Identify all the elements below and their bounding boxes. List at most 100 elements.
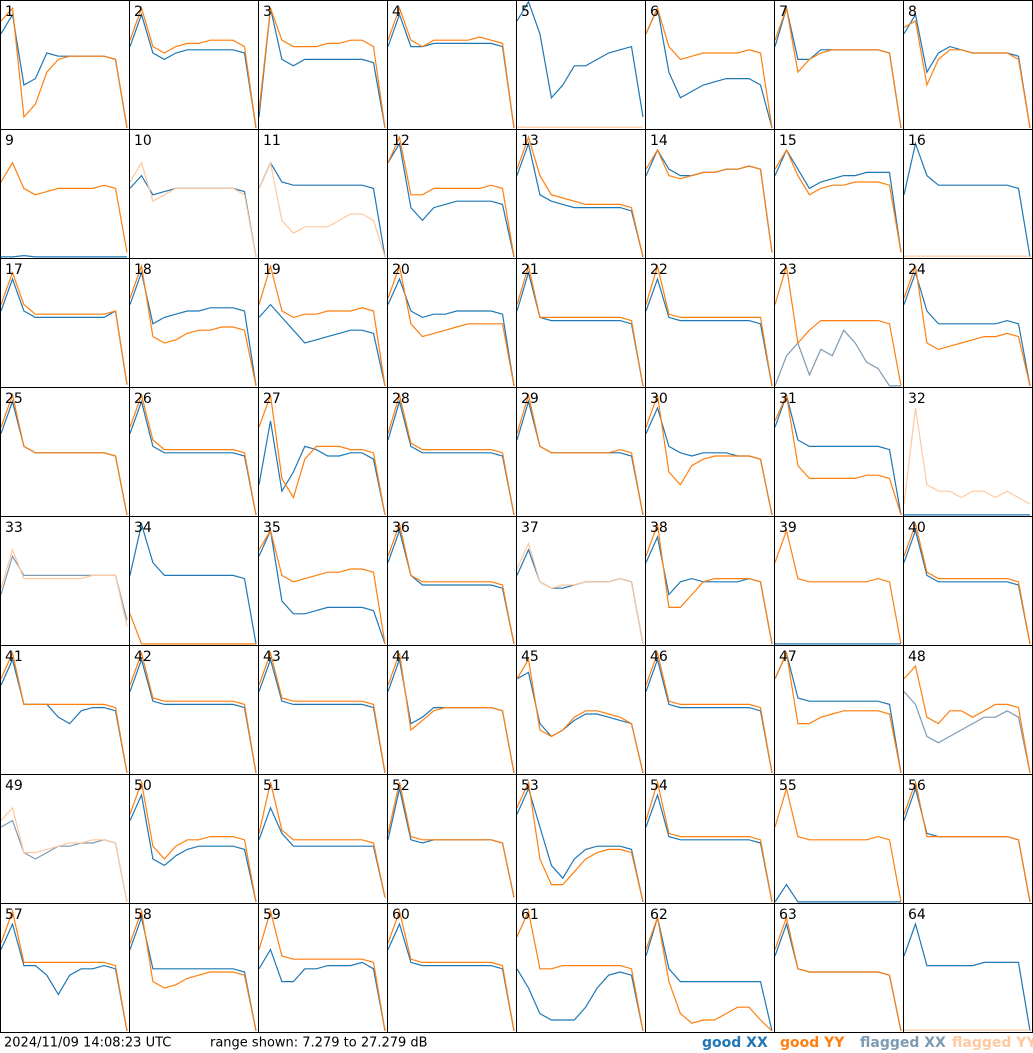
panel-label: 43 xyxy=(263,649,281,665)
panel-label: 40 xyxy=(908,520,926,536)
panel-label: 22 xyxy=(650,262,668,278)
panel-label: 53 xyxy=(521,778,539,794)
panel-label: 48 xyxy=(908,649,926,665)
spectrum-line xyxy=(258,782,386,898)
panel-label: 32 xyxy=(908,391,926,407)
panel-label: 42 xyxy=(134,649,152,665)
spectrum-line xyxy=(516,263,644,387)
spectrum-line xyxy=(645,6,773,129)
spectrum-line xyxy=(774,329,901,387)
spectrum-line xyxy=(258,7,386,128)
spectrum-line xyxy=(129,613,256,645)
panel-label: 38 xyxy=(650,520,668,536)
spectrum-line xyxy=(645,779,773,903)
spectrum-line xyxy=(516,541,644,645)
panel-label: 59 xyxy=(263,907,281,923)
panel-label: 31 xyxy=(779,391,797,407)
spectrum-line xyxy=(129,651,257,773)
spectrum-line xyxy=(903,664,1031,774)
spectrum-line xyxy=(129,915,257,1032)
spectrum-line xyxy=(387,277,515,386)
spectrum-line xyxy=(774,915,902,1032)
panel-label: 34 xyxy=(134,520,152,536)
spectrum-line xyxy=(516,141,644,258)
panel-label: 10 xyxy=(134,133,152,149)
panel-label: 13 xyxy=(521,133,539,149)
spectrum-line xyxy=(0,922,128,1032)
panel-label: 25 xyxy=(5,391,23,407)
panel-label: 15 xyxy=(779,133,797,149)
spectrum-line xyxy=(387,12,515,128)
panel-label: 29 xyxy=(521,391,539,407)
panel-label: 36 xyxy=(392,520,410,536)
panel-label: 27 xyxy=(263,391,281,407)
panel-label: 1 xyxy=(5,4,14,20)
panel-label: 52 xyxy=(392,778,410,794)
spectrum-line xyxy=(0,270,128,385)
spectrum-line xyxy=(516,0,644,118)
spectrum-line xyxy=(0,806,128,903)
spectrum-line xyxy=(0,161,128,253)
spectrum-line xyxy=(0,393,128,516)
spectrum-line xyxy=(903,691,1031,774)
spectrum-line xyxy=(129,779,257,903)
spectrum-line xyxy=(258,948,386,1032)
panel-label: 51 xyxy=(263,778,281,794)
spectrum-line xyxy=(903,20,1031,128)
spectrum-line xyxy=(258,651,386,773)
spectrum-line xyxy=(774,266,902,387)
spectrum-line xyxy=(903,922,1031,1031)
spectrum-line xyxy=(0,6,128,128)
panel-label: 45 xyxy=(521,649,539,665)
panel-label: 39 xyxy=(779,520,797,536)
spectrum-line xyxy=(387,399,515,516)
spectrum-line xyxy=(774,148,902,253)
panel-label: 6 xyxy=(650,4,659,20)
panel-label: 24 xyxy=(908,262,926,278)
spectrum-line xyxy=(258,263,386,386)
spectrum-line xyxy=(387,782,515,898)
panel-label: 30 xyxy=(650,391,668,407)
panel-label: 5 xyxy=(521,4,530,20)
spectrum-line xyxy=(129,657,257,774)
panel-label: 57 xyxy=(5,907,23,923)
panel-label: 50 xyxy=(134,778,152,794)
panel-label: 64 xyxy=(908,907,926,923)
panel-label: 62 xyxy=(650,907,668,923)
spectrum-line xyxy=(645,523,773,645)
spectrum-line xyxy=(903,265,1031,387)
spectrum-line xyxy=(387,6,515,128)
timestamp: 2024/11/09 14:08:23 UTC xyxy=(4,1036,171,1051)
spectrum-line xyxy=(516,392,644,516)
spectrum-line xyxy=(387,141,515,258)
spectrum-line xyxy=(516,968,644,1032)
spectrum-line xyxy=(258,529,386,644)
spectrum-line xyxy=(387,392,515,516)
panel-label: 56 xyxy=(908,778,926,794)
spectrum-line xyxy=(258,420,386,516)
spectrum-line xyxy=(258,161,386,257)
panel-label: 20 xyxy=(392,262,410,278)
spectrum-line xyxy=(774,5,902,128)
panel-label: 11 xyxy=(263,133,281,149)
panel-label: 63 xyxy=(779,907,797,923)
spectrum-line xyxy=(645,263,773,386)
spectrum-line xyxy=(774,651,902,774)
spectrum-line xyxy=(903,407,1031,505)
spectrum-line xyxy=(129,792,257,903)
spectrum-line xyxy=(0,909,128,1032)
panel-label: 33 xyxy=(5,520,23,536)
spectrum-line xyxy=(129,393,257,516)
panel-label: 19 xyxy=(263,262,281,278)
spectrum-line xyxy=(129,12,257,128)
spectrum-line xyxy=(258,528,386,645)
spectrum-line xyxy=(903,270,1031,387)
spectrum-line xyxy=(774,148,902,253)
panel-label: 60 xyxy=(392,907,410,923)
legend-entry: good YY xyxy=(780,1035,845,1051)
spectrum-line xyxy=(774,651,902,773)
spectrum-line xyxy=(387,909,515,1032)
legend-entry: flagged YY xyxy=(952,1035,1033,1051)
panel-label: 47 xyxy=(779,649,797,665)
